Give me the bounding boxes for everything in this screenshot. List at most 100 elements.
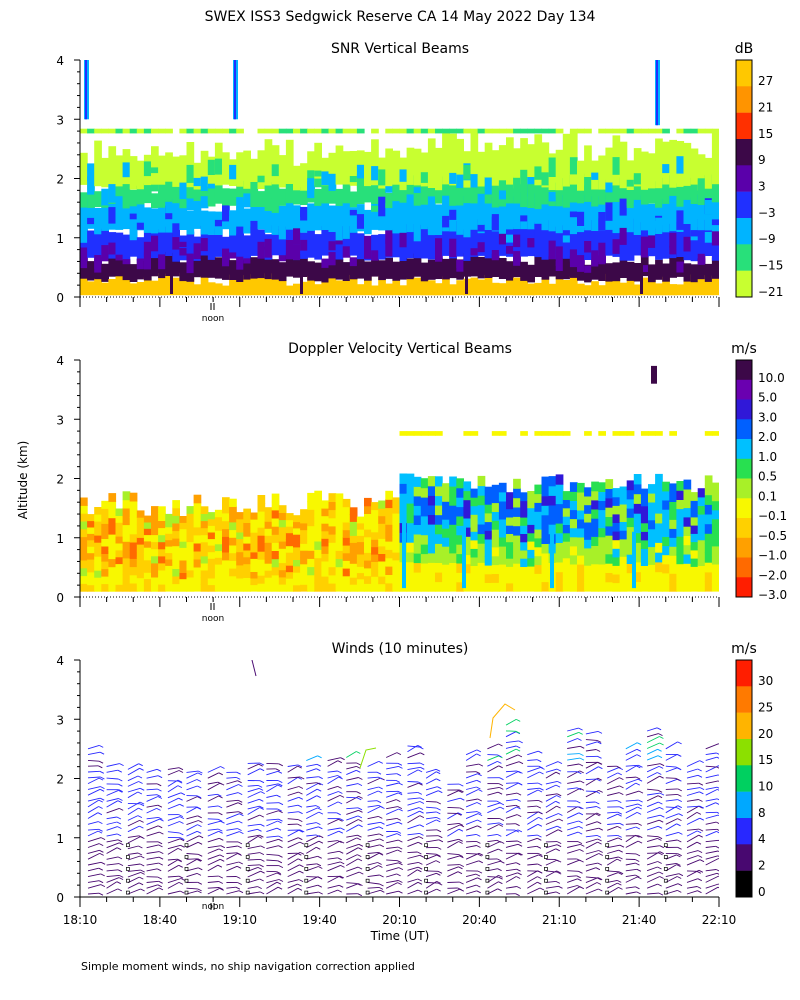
wind-barb <box>87 892 100 895</box>
doppler-cell <box>392 567 401 577</box>
wind-barb <box>87 861 102 866</box>
snr-layer-cell <box>513 277 521 296</box>
colorbar-swatch <box>736 577 752 598</box>
doppler-cell <box>335 550 344 560</box>
doppler-cell <box>136 523 145 532</box>
snr-layer-cell <box>477 219 486 256</box>
snr-patch <box>605 182 614 193</box>
doppler-cell <box>278 512 287 521</box>
doppler-cell <box>328 574 337 584</box>
doppler-cell <box>328 582 337 592</box>
wind-barb-flag <box>337 775 342 778</box>
doppler-cell <box>442 582 450 592</box>
snr-layer-cell <box>371 185 379 204</box>
doppler-cell <box>392 552 401 561</box>
y-tick-label: 4 <box>56 654 64 668</box>
snr-layer-cell <box>435 177 443 204</box>
footnote: Simple moment winds, no ship navigation … <box>81 960 415 973</box>
calm-marker <box>663 890 668 895</box>
wind-barb-flag <box>316 788 322 792</box>
doppler-cell <box>179 534 188 542</box>
doppler-cell <box>662 554 670 565</box>
doppler-cell <box>648 510 656 521</box>
wind-barb-flag <box>118 783 123 787</box>
doppler-cell <box>506 516 514 526</box>
snr-patch <box>662 164 670 174</box>
snr-patch <box>136 258 145 270</box>
doppler-cell <box>108 574 117 584</box>
doppler-cell <box>87 520 95 528</box>
doppler-cell <box>470 531 479 541</box>
wind-barb <box>447 888 460 895</box>
snr-layer-cell <box>94 140 102 187</box>
calm-marker <box>605 890 610 895</box>
snr-layer-cell <box>683 142 692 186</box>
snr-echo-cell <box>122 128 131 134</box>
wind-barb-flag <box>657 837 662 841</box>
doppler-cell <box>293 565 301 573</box>
doppler-cell <box>243 549 251 558</box>
snr-patch <box>285 184 294 201</box>
snr-layer-cell <box>683 263 692 282</box>
wind-barb-flag <box>118 778 123 782</box>
snr-patch <box>257 241 266 252</box>
wind-barb-flag <box>299 841 305 845</box>
wind-barb-flag <box>258 763 263 767</box>
snr-patch <box>605 202 614 221</box>
snr-patch <box>193 201 202 208</box>
wind-barb-flag <box>379 883 384 887</box>
snr-patch <box>711 231 719 246</box>
doppler-cell <box>200 527 209 536</box>
snr-layer-cell <box>477 279 486 296</box>
wind-barb-flag <box>237 802 243 806</box>
snr-layer-cell <box>406 198 415 233</box>
wind-barb-flag <box>537 782 543 786</box>
wind-barb <box>465 779 477 785</box>
wind-barb <box>87 806 99 814</box>
wind-barb <box>306 863 317 866</box>
wind-barb-flag <box>157 876 163 880</box>
snr-patch <box>349 257 358 267</box>
wind-barb-flag <box>499 786 504 790</box>
wind-barb-flag <box>636 891 641 895</box>
doppler-cell <box>222 536 230 545</box>
doppler-cell <box>435 552 443 563</box>
wind-barb <box>385 882 398 889</box>
doppler-cell <box>598 563 606 574</box>
wind-barb <box>287 879 300 883</box>
wind-barb <box>686 782 699 785</box>
wind-barb <box>266 845 279 850</box>
doppler-cell <box>80 513 88 522</box>
doppler-cell <box>307 550 315 559</box>
wind-barb <box>127 871 141 878</box>
wind-barb-flag <box>617 872 623 876</box>
calm-marker <box>544 878 548 883</box>
snr-echo-cell <box>80 128 88 134</box>
wind-barb <box>686 855 699 860</box>
snr-layer-cell <box>690 197 699 232</box>
wind-barb <box>87 786 101 790</box>
wind-barb <box>367 804 379 808</box>
doppler-cell <box>598 527 606 538</box>
wind-barb-flag <box>698 869 704 873</box>
wind-barb-flag <box>715 802 719 805</box>
snr-layer-cell <box>143 261 152 281</box>
wind-barb-flag <box>340 864 345 868</box>
snr-layer-cell <box>342 183 351 204</box>
wind-barb-flag <box>116 847 122 851</box>
wind-barb <box>306 776 319 779</box>
snr-patch <box>435 238 443 250</box>
calm-marker <box>184 878 189 883</box>
snr-patch <box>555 190 564 197</box>
wind-barb <box>346 777 359 781</box>
wind-barb <box>566 788 581 796</box>
wind-barb-flag <box>177 780 183 784</box>
doppler-cell <box>690 508 699 518</box>
wind-barb <box>306 846 317 854</box>
wind-barb-flag <box>678 873 684 877</box>
doppler-cell <box>257 567 266 576</box>
wind-barb <box>186 824 198 831</box>
wind-barb <box>346 807 359 810</box>
doppler-cell <box>690 500 699 510</box>
wind-barb <box>127 869 141 872</box>
